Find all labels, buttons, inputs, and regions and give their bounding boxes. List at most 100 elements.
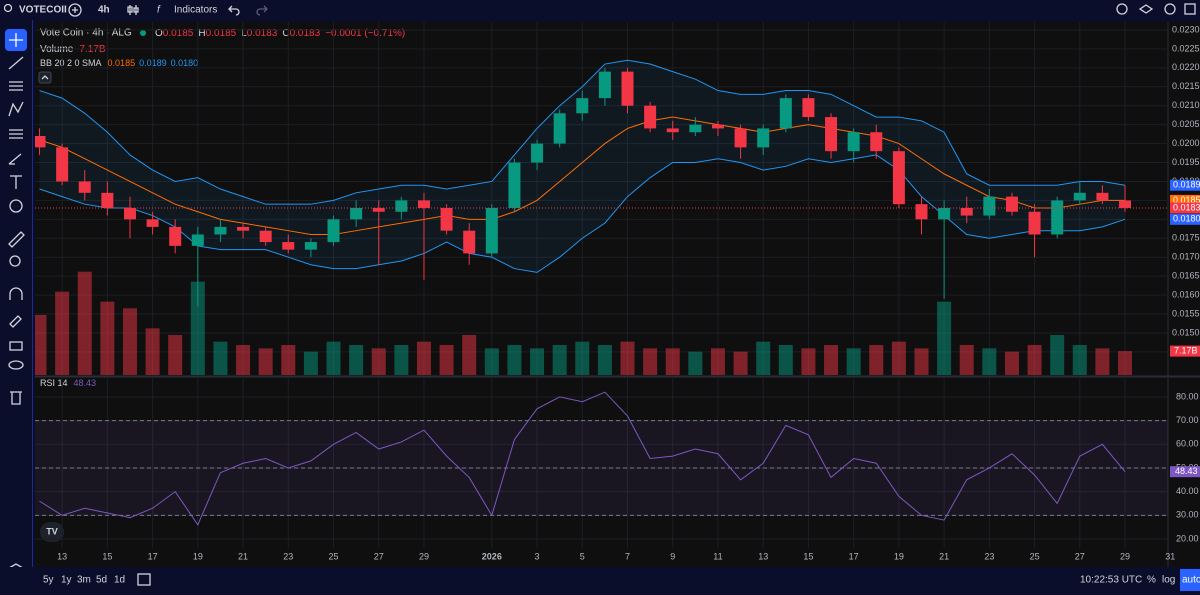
- candle-body: [101, 192, 114, 208]
- price-tag-label: 0.0180: [1173, 214, 1200, 224]
- candle-body: [689, 124, 702, 133]
- range-button[interactable]: 1d: [114, 575, 125, 586]
- undo-button[interactable]: [228, 5, 240, 16]
- tv-logo[interactable]: [40, 522, 64, 542]
- volume-bar: [597, 345, 612, 375]
- scale-option[interactable]: %: [1147, 575, 1156, 586]
- price-tag: [1170, 179, 1200, 191]
- price-tag-label: 0.0189: [1173, 180, 1200, 190]
- interval[interactable]: 4h: [98, 5, 110, 16]
- x-tick-label: 25: [329, 551, 339, 561]
- ohlc-value: 0.0183: [290, 28, 321, 39]
- volume-bar: [710, 348, 725, 375]
- candle-body: [847, 132, 860, 152]
- x-tick-label: 29: [1120, 551, 1130, 561]
- candle-body: [576, 98, 589, 114]
- volume-bar: [530, 348, 545, 375]
- candle-body: [237, 226, 250, 231]
- market-status: [140, 30, 146, 36]
- visibility-tool[interactable]: [8, 360, 24, 370]
- x-tick-label: 11: [713, 551, 722, 561]
- volume-bar: [303, 351, 318, 375]
- rsi-band: [35, 420, 1168, 516]
- candle-body: [983, 196, 996, 216]
- volume-bar: [55, 291, 70, 375]
- candle-body: [915, 204, 928, 220]
- range-button[interactable]: 1y: [61, 575, 72, 586]
- candle-body: [802, 98, 815, 118]
- date-range-button[interactable]: [137, 573, 151, 586]
- candle-body: [169, 226, 182, 246]
- y-tick-label: 0.0220: [1172, 62, 1200, 72]
- x-tick-label: 19: [894, 551, 904, 561]
- volume-bar: [801, 348, 816, 375]
- volume-bar: [891, 341, 906, 375]
- rsi-tick-label: 60.00: [1176, 439, 1199, 449]
- range-button[interactable]: 5y: [43, 575, 54, 586]
- alert-button[interactable]: [1116, 3, 1128, 15]
- x-tick-label: 17: [148, 551, 158, 561]
- rsi-tag-label: 48.43: [1175, 466, 1198, 476]
- trendline-tool[interactable]: [8, 56, 24, 70]
- volume-bar: [620, 341, 635, 375]
- volume-bar: [846, 348, 861, 375]
- scale-option[interactable]: auto: [1182, 575, 1200, 586]
- bb-fill: [39, 60, 1125, 273]
- magnet-tool[interactable]: [9, 287, 23, 300]
- zoom-tool[interactable]: [9, 255, 21, 267]
- chart-type-button[interactable]: [127, 5, 139, 15]
- y-tick-label: 0.0230: [1172, 24, 1200, 34]
- fib-tool[interactable]: [9, 81, 23, 91]
- price-tag-label: 0.0183: [1173, 202, 1200, 212]
- range-button[interactable]: 5d: [96, 575, 107, 586]
- volume-bar: [371, 348, 386, 375]
- volume-bar: [507, 345, 522, 375]
- volume-bar: [416, 341, 431, 375]
- symbol[interactable]: VOTECOII: [19, 5, 67, 16]
- search-icon[interactable]: [3, 3, 13, 13]
- collapse-legend-button[interactable]: [38, 71, 52, 84]
- snapshot-button[interactable]: [1184, 3, 1196, 15]
- ohlc-key: O: [155, 28, 163, 39]
- tv-logo-mark: TV: [46, 526, 58, 536]
- projection-tool[interactable]: [9, 129, 23, 139]
- candle-body: [757, 128, 770, 148]
- candle-body: [123, 207, 136, 220]
- pattern-tool[interactable]: [8, 101, 24, 117]
- candle-body: [214, 226, 227, 235]
- brush-tool[interactable]: [8, 153, 22, 165]
- bb-basis-value: 0.0185: [108, 58, 136, 68]
- scale-option[interactable]: log: [1162, 575, 1175, 586]
- delete-tool[interactable]: [10, 391, 22, 405]
- volume-bar: [1118, 351, 1133, 375]
- lock-tool[interactable]: [9, 341, 23, 351]
- chart-background: [35, 22, 1168, 548]
- icon-tool[interactable]: [9, 199, 23, 213]
- volume-tag-label: 7.17B: [1174, 345, 1198, 355]
- candle-body: [531, 143, 544, 163]
- rsi-tick-label: 70.00: [1176, 415, 1199, 425]
- rsi-pane: [35, 378, 1168, 548]
- candle-body: [1119, 200, 1132, 208]
- candle-body: [779, 98, 792, 129]
- volume-bar: [665, 348, 680, 375]
- collapse-icon: [41, 75, 49, 80]
- x-tick-label: 5: [580, 551, 585, 561]
- volume-bar: [145, 328, 160, 375]
- drawing-mode-tool[interactable]: [9, 315, 22, 328]
- candle-body: [1096, 192, 1109, 201]
- x-tick-label: 13: [57, 551, 67, 561]
- y-tick-label: 0.0215: [1172, 81, 1200, 91]
- ruler-tool[interactable]: [8, 231, 25, 248]
- compare-button[interactable]: [68, 3, 82, 17]
- redo-button[interactable]: [256, 5, 268, 16]
- text-tool[interactable]: [10, 175, 22, 189]
- candle-body: [508, 162, 521, 208]
- indicators-button[interactable]: Indicators: [174, 5, 217, 16]
- range-button[interactable]: 3m: [77, 575, 91, 586]
- layout-button[interactable]: [1138, 4, 1154, 14]
- settings-button[interactable]: [1164, 3, 1176, 15]
- price-tag: [1170, 202, 1200, 214]
- price-tag: [1170, 213, 1200, 225]
